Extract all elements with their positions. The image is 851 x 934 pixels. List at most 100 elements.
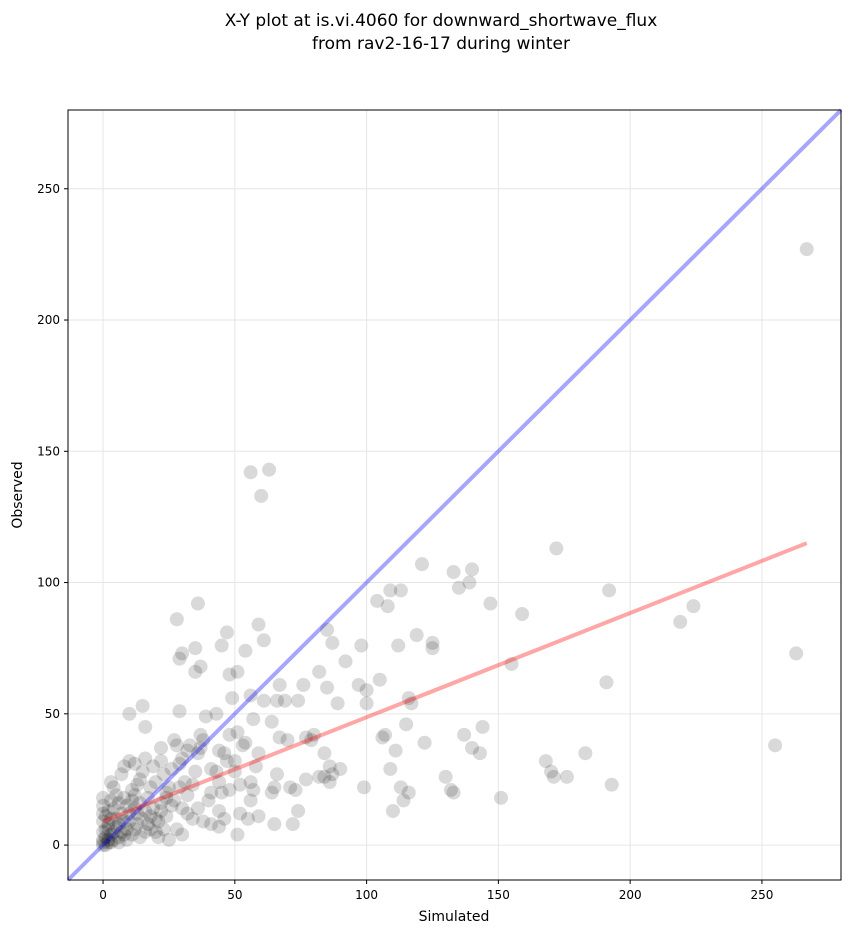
data-point: [283, 780, 298, 795]
data-point: [227, 754, 242, 769]
data-point: [175, 827, 190, 842]
data-point: [269, 693, 284, 708]
data-point: [559, 769, 574, 784]
data-point: [385, 803, 400, 818]
data-point: [185, 777, 200, 792]
data-point: [317, 769, 332, 784]
data-point: [262, 462, 277, 477]
data-point: [465, 740, 480, 755]
data-point: [130, 777, 145, 792]
data-point: [383, 583, 398, 598]
data-point: [401, 785, 416, 800]
data-point: [549, 541, 564, 556]
data-point: [193, 659, 208, 674]
data-point: [193, 727, 208, 742]
data-point: [320, 622, 335, 637]
data-point: [130, 817, 145, 832]
data-point: [799, 242, 814, 257]
data-point: [404, 696, 419, 711]
data-point: [370, 593, 385, 608]
data-point: [114, 824, 129, 839]
data-point: [167, 793, 182, 808]
data-point: [156, 822, 171, 837]
data-point: [272, 730, 287, 745]
data-point: [154, 754, 169, 769]
data-point: [393, 583, 408, 598]
data-point: [177, 775, 192, 790]
data-point: [233, 806, 248, 821]
data-point: [111, 817, 126, 832]
data-point: [167, 733, 182, 748]
data-point: [127, 788, 142, 803]
data-point: [538, 754, 553, 769]
data-point: [143, 809, 158, 824]
data-point: [132, 796, 147, 811]
data-point: [101, 803, 116, 818]
data-point: [101, 835, 116, 850]
data-point: [119, 822, 134, 837]
data-point: [425, 641, 440, 656]
data-point: [409, 628, 424, 643]
chart-title-line-2: from rav2-16-17 during winter: [312, 34, 570, 54]
data-point: [125, 827, 140, 842]
identity-line: [66, 108, 843, 882]
data-point: [148, 775, 163, 790]
data-point: [446, 785, 461, 800]
data-point: [159, 809, 174, 824]
y-tick-label: 150: [37, 444, 60, 458]
data-point: [122, 814, 137, 829]
data-point: [143, 780, 158, 795]
data-point: [169, 738, 184, 753]
data-point: [246, 712, 261, 727]
data-point: [451, 580, 466, 595]
data-point: [217, 746, 232, 761]
data-point: [320, 680, 335, 695]
data-point: [103, 811, 118, 826]
data-point: [196, 733, 211, 748]
data-point: [338, 654, 353, 669]
plot-frame: [67, 109, 842, 881]
data-point: [135, 811, 150, 826]
data-point: [359, 683, 374, 698]
data-point: [375, 730, 390, 745]
y-tick-label: 50: [45, 707, 60, 721]
data-point: [288, 782, 303, 797]
y-tick-label: 250: [37, 182, 60, 196]
data-point: [219, 754, 234, 769]
data-point: [235, 738, 250, 753]
data-point: [230, 725, 245, 740]
data-point: [127, 801, 142, 816]
data-point: [291, 803, 306, 818]
data-point: [212, 775, 227, 790]
x-tick-label: 100: [355, 888, 378, 902]
data-point: [156, 767, 171, 782]
data-point: [378, 727, 393, 742]
data-point: [393, 780, 408, 795]
data-point: [96, 814, 111, 829]
data-point: [111, 835, 126, 850]
data-point: [119, 832, 134, 847]
data-point: [391, 638, 406, 653]
data-point: [544, 764, 559, 779]
data-point: [209, 706, 224, 721]
data-point: [414, 557, 429, 572]
data-point: [225, 691, 240, 706]
data-point: [159, 785, 174, 800]
data-point: [443, 782, 458, 797]
data-point: [117, 827, 132, 842]
data-point: [251, 809, 266, 824]
data-point: [446, 565, 461, 580]
data-point: [164, 798, 179, 813]
data-point: [196, 814, 211, 829]
data-point: [106, 824, 121, 839]
data-point: [190, 801, 205, 816]
data-point: [330, 696, 345, 711]
data-point: [154, 803, 169, 818]
data-point: [372, 672, 387, 687]
data-point: [285, 817, 300, 832]
data-point: [151, 814, 166, 829]
data-point: [114, 806, 129, 821]
data-point: [111, 830, 126, 845]
data-point: [204, 761, 219, 776]
data-point: [256, 633, 271, 648]
